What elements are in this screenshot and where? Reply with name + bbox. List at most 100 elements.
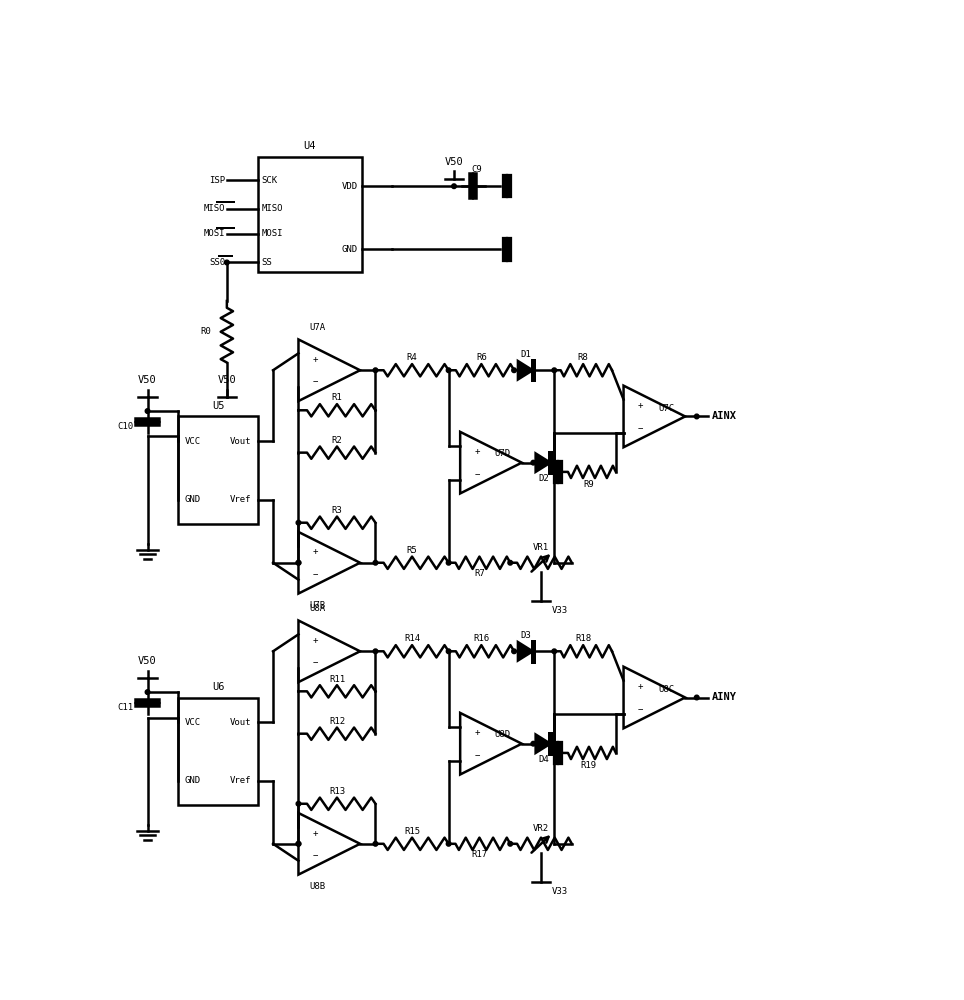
Text: AINX: AINX [712, 411, 737, 421]
Circle shape [373, 649, 378, 654]
Polygon shape [518, 642, 533, 661]
Text: SCK: SCK [261, 176, 278, 185]
Text: VCC: VCC [184, 437, 201, 446]
Text: +: + [312, 829, 318, 838]
Text: R17: R17 [471, 850, 488, 859]
Text: U4: U4 [304, 141, 316, 151]
Text: GND: GND [184, 776, 201, 785]
Text: R14: R14 [404, 634, 420, 643]
Text: R5: R5 [407, 546, 417, 555]
Text: R6: R6 [476, 353, 487, 362]
Text: AINY: AINY [712, 692, 737, 702]
Text: −: − [312, 850, 318, 859]
Text: VCC: VCC [184, 718, 201, 727]
Circle shape [508, 841, 513, 846]
Circle shape [296, 801, 301, 806]
Text: GND: GND [184, 495, 201, 504]
Circle shape [512, 368, 517, 373]
Text: V33: V33 [551, 887, 568, 896]
Text: +: + [474, 728, 480, 737]
Text: MOSI: MOSI [261, 229, 283, 238]
Text: GND: GND [341, 245, 358, 254]
Text: U7D: U7D [495, 449, 511, 458]
Text: MOSI: MOSI [203, 229, 226, 238]
Text: R11: R11 [329, 675, 345, 684]
Text: D4: D4 [538, 755, 549, 764]
Circle shape [446, 560, 451, 565]
Text: R18: R18 [576, 634, 591, 643]
Text: R1: R1 [332, 393, 342, 402]
Circle shape [531, 460, 536, 465]
Text: U5: U5 [212, 401, 225, 411]
Text: R8: R8 [577, 353, 588, 362]
Bar [178, 698, 257, 805]
Circle shape [552, 649, 556, 654]
Text: MISO: MISO [203, 204, 226, 213]
Text: R9: R9 [583, 480, 594, 489]
Text: −: − [312, 377, 318, 386]
Circle shape [296, 560, 301, 565]
Text: Vref: Vref [230, 495, 252, 504]
Text: C11: C11 [118, 703, 134, 712]
Text: V33: V33 [551, 606, 568, 615]
Text: −: − [312, 658, 318, 667]
Text: U7B: U7B [309, 601, 326, 610]
Circle shape [446, 649, 451, 654]
Text: D2: D2 [538, 474, 549, 483]
Text: U7A: U7A [309, 323, 326, 332]
Text: −: − [312, 569, 318, 578]
Text: R15: R15 [404, 827, 420, 836]
Text: MISO: MISO [261, 204, 283, 213]
Circle shape [552, 741, 556, 746]
Circle shape [452, 184, 456, 189]
Text: +: + [638, 401, 643, 410]
Text: −: − [638, 704, 643, 713]
Circle shape [508, 560, 513, 565]
Polygon shape [536, 453, 550, 472]
Text: SS0: SS0 [209, 258, 226, 267]
Polygon shape [536, 734, 550, 753]
Text: U6: U6 [212, 682, 225, 692]
Text: Vref: Vref [230, 776, 252, 785]
Bar [178, 416, 257, 524]
Circle shape [446, 841, 451, 846]
Text: R12: R12 [329, 717, 345, 726]
Polygon shape [518, 361, 533, 379]
Text: VDD: VDD [341, 182, 358, 191]
Circle shape [146, 690, 149, 694]
Text: D3: D3 [521, 631, 531, 640]
Circle shape [373, 560, 378, 565]
Circle shape [530, 368, 535, 373]
Text: R19: R19 [581, 761, 597, 770]
Circle shape [552, 368, 556, 373]
Text: V50: V50 [138, 375, 157, 385]
Text: −: − [474, 750, 480, 759]
Text: R13: R13 [329, 787, 345, 796]
Text: +: + [312, 547, 318, 556]
Circle shape [530, 649, 535, 654]
Circle shape [146, 409, 149, 413]
Circle shape [373, 368, 378, 373]
Circle shape [296, 560, 301, 565]
Circle shape [552, 460, 556, 465]
Text: −: − [474, 469, 480, 478]
Text: VR1: VR1 [533, 543, 549, 552]
Text: +: + [312, 355, 318, 364]
Text: U8D: U8D [495, 730, 511, 739]
Text: R4: R4 [407, 353, 417, 362]
Circle shape [296, 841, 301, 846]
Text: R2: R2 [332, 436, 342, 445]
Circle shape [694, 695, 699, 700]
Text: Vout: Vout [230, 437, 252, 446]
Text: C9: C9 [471, 165, 483, 174]
Text: +: + [312, 636, 318, 645]
Circle shape [512, 649, 517, 654]
Text: R7: R7 [474, 569, 485, 578]
Text: Vout: Vout [230, 718, 252, 727]
Text: U8B: U8B [309, 882, 326, 891]
Circle shape [694, 414, 699, 419]
Circle shape [373, 841, 378, 846]
Text: −: − [638, 423, 643, 432]
Circle shape [225, 260, 229, 265]
Text: ISP: ISP [209, 176, 226, 185]
